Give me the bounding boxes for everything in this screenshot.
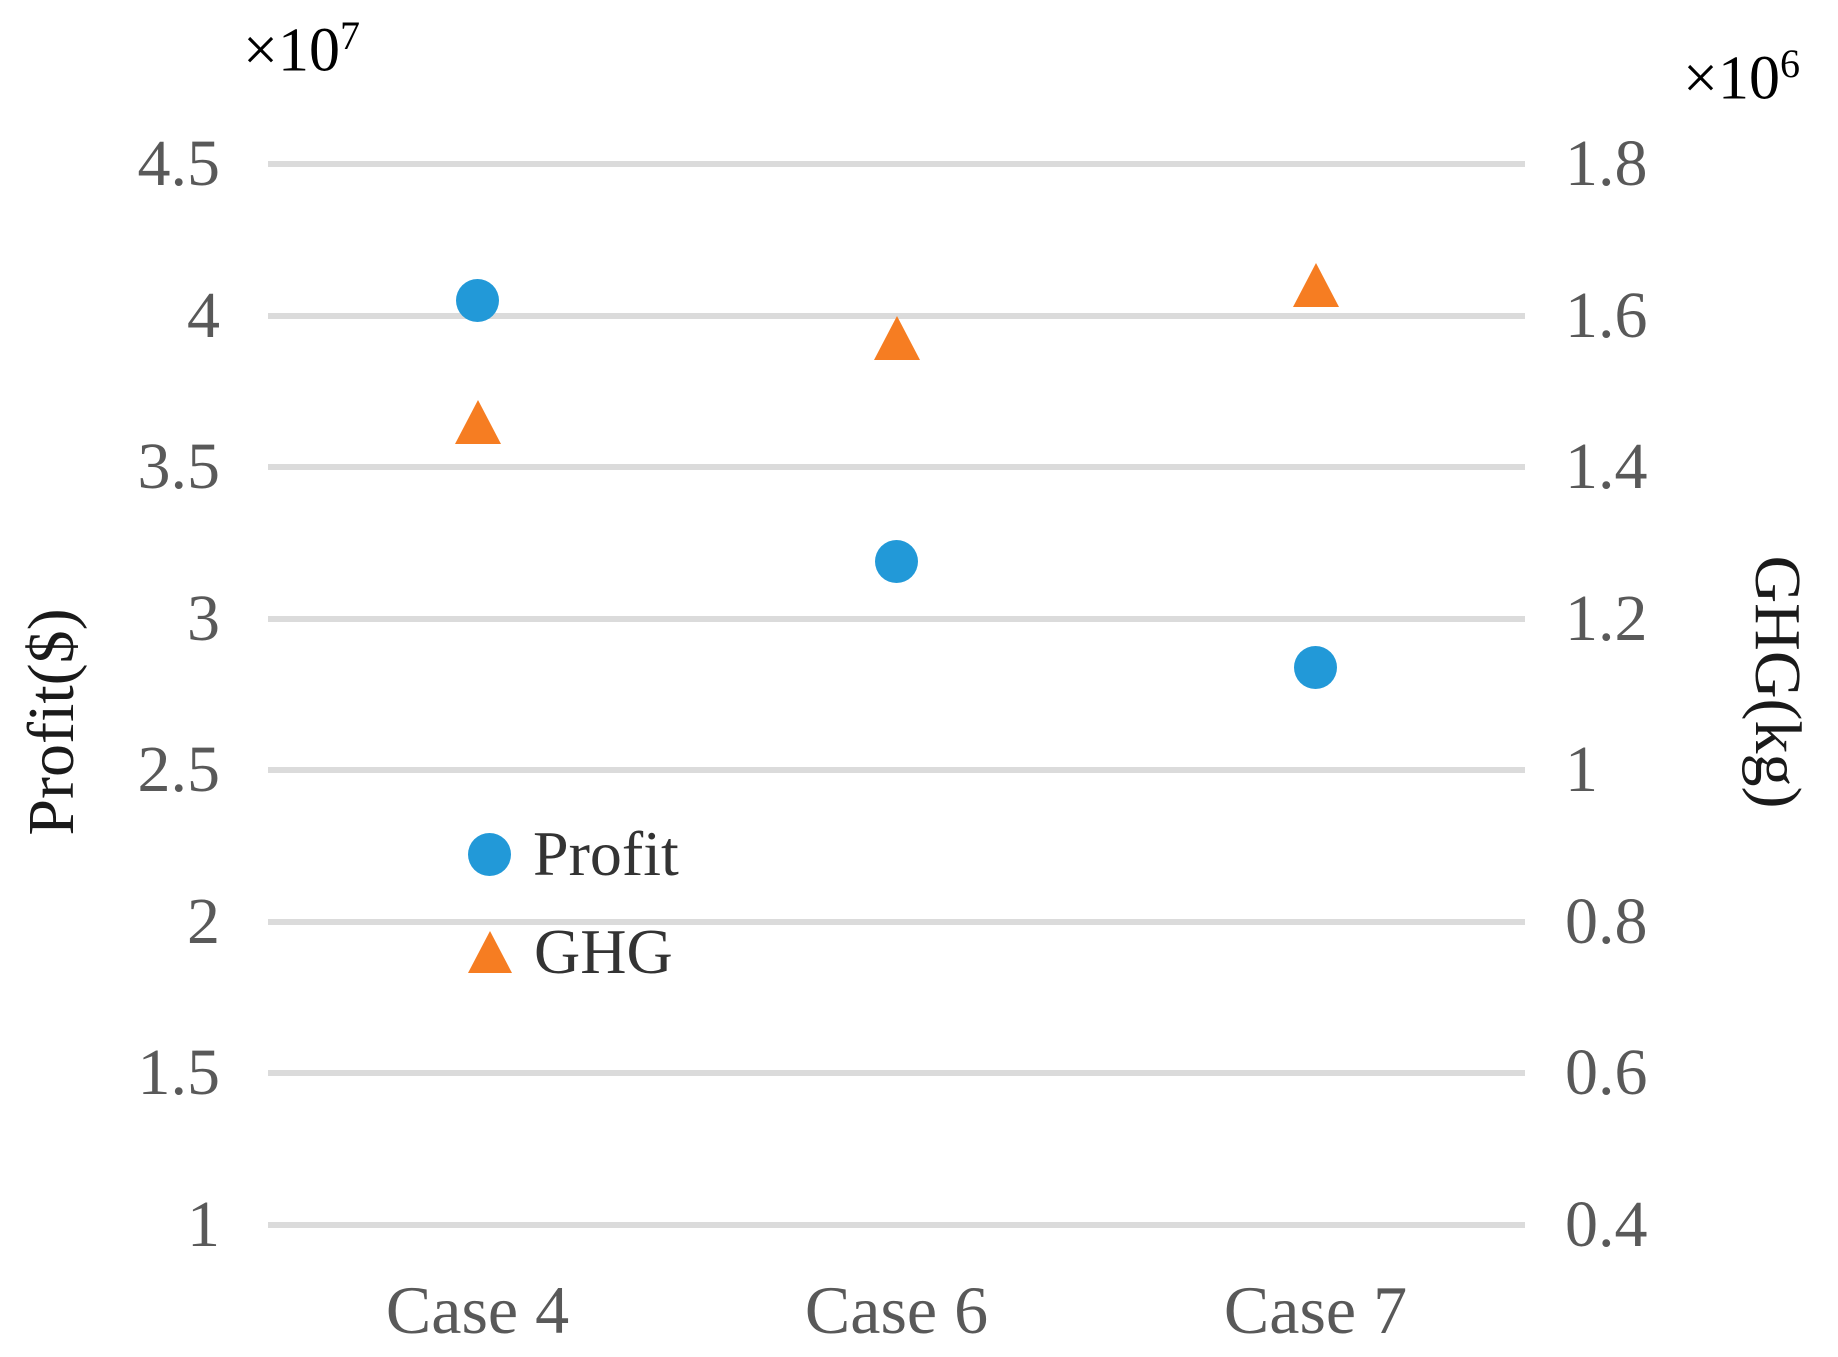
left-axis-multiplier-exponent: 7	[339, 13, 360, 58]
gridline	[268, 1222, 1525, 1228]
y-axis-tick-right: 0.6	[1565, 1036, 1648, 1110]
y-axis-tick-right: 1.2	[1565, 581, 1648, 655]
y-axis-tick-right: 1	[1565, 733, 1598, 807]
gridline	[268, 615, 1525, 622]
right-axis-multiplier-exponent: 6	[1779, 41, 1800, 86]
legend-label-profit: Profit	[533, 818, 679, 889]
left-axis-multiplier: ×107	[243, 16, 360, 82]
right-axis-multiplier: ×106	[1683, 44, 1800, 110]
y-axis-tick-left: 2	[187, 884, 220, 958]
y-axis-tick-left: 2.5	[137, 733, 221, 807]
gridline	[268, 918, 1525, 925]
legend: Profit GHG	[468, 818, 679, 988]
y-axis-tick-left: 1	[187, 1188, 220, 1261]
x-axis-label-case-7: Case 7	[1223, 1272, 1408, 1348]
profit-point-case-6	[875, 539, 918, 583]
y-axis-tick-right: 0.4	[1565, 1188, 1648, 1261]
gridline	[268, 464, 1525, 471]
y-axis-tick-right: 1.4	[1565, 430, 1648, 504]
gridline	[268, 161, 1525, 167]
legend-profit-marker-icon	[468, 832, 511, 876]
gridline	[268, 1070, 1525, 1077]
y-axis-tick-left: 3	[187, 581, 220, 655]
y-axis-tick-right: 1.6	[1565, 278, 1648, 352]
ghg-point-case-7	[1292, 263, 1339, 308]
y-axis-tick-left: 4.5	[137, 127, 221, 200]
ghg-point-case-6	[873, 316, 920, 361]
right-axis-multiplier-base: ×10	[1683, 44, 1780, 113]
x-axis-label-case-6: Case 6	[804, 1272, 989, 1348]
legend-item-profit: Profit	[468, 818, 679, 890]
x-axis-label-case-4: Case 4	[385, 1272, 570, 1348]
legend-item-ghg: GHG	[468, 916, 679, 988]
y-axis-tick-left: 1.5	[137, 1036, 221, 1110]
left-axis-multiplier-base: ×10	[243, 16, 340, 85]
gridline	[268, 767, 1525, 774]
y-axis-tick-left: 4	[187, 278, 220, 352]
profit-point-case-7	[1294, 645, 1337, 689]
legend-ghg-marker-icon	[468, 931, 512, 973]
profit-point-case-4	[456, 278, 499, 322]
y-axis-tick-left: 3.5	[137, 430, 221, 504]
ghg-point-case-4	[454, 399, 501, 444]
y-axis-tick-right: 0.8	[1565, 884, 1648, 958]
right-axis-title: GHG(kg)	[1741, 555, 1814, 809]
legend-label-ghg: GHG	[534, 916, 673, 987]
y-axis-tick-right: 1.8	[1565, 127, 1648, 200]
gridline	[268, 312, 1525, 319]
